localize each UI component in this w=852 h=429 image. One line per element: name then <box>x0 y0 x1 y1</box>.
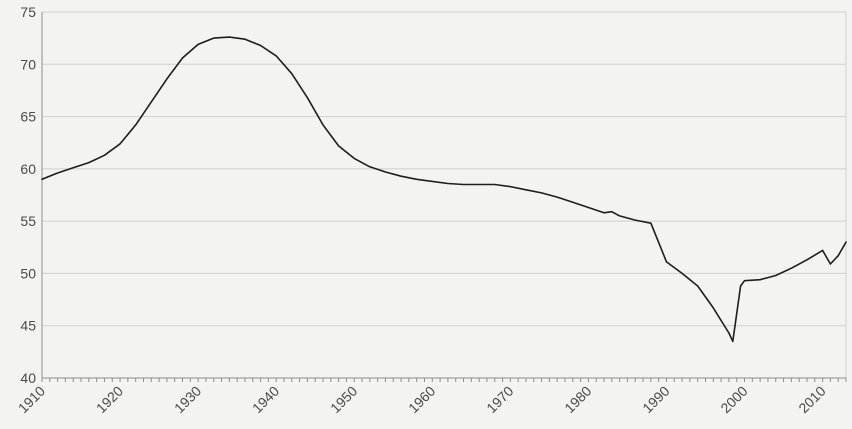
y-tick-label: 60 <box>20 161 36 177</box>
x-tick-label: 1970 <box>483 383 516 416</box>
y-tick-label: 50 <box>20 265 36 281</box>
gridlines <box>42 11 847 378</box>
axes <box>41 12 847 382</box>
tick-labels: 40 45 50 55 60 65 70 75 1910 1920 1930 1940 1950 1960… <box>15 4 829 416</box>
x-tick-label: 1960 <box>405 383 438 416</box>
x-tick-label: 2000 <box>717 383 750 416</box>
x-tick-label: 1930 <box>171 383 204 416</box>
x-tick-label: 2010 <box>795 383 828 416</box>
y-tick-label: 65 <box>20 109 36 125</box>
x-tick-label: 1910 <box>15 383 48 416</box>
series-line-0 <box>41 36 847 343</box>
y-tick-label: 55 <box>20 213 36 229</box>
series-layer <box>41 36 847 343</box>
x-tick-label: 1980 <box>561 383 594 416</box>
y-tick-label: 75 <box>20 4 36 20</box>
y-tick-label: 45 <box>20 318 36 334</box>
x-tick-label: 1950 <box>327 383 360 416</box>
x-tick-label: 1940 <box>249 383 282 416</box>
x-tick-label: 1920 <box>93 383 126 416</box>
y-tick-label: 70 <box>20 56 36 72</box>
y-tick-label: 40 <box>20 370 36 386</box>
x-tick-label: 1990 <box>639 383 672 416</box>
